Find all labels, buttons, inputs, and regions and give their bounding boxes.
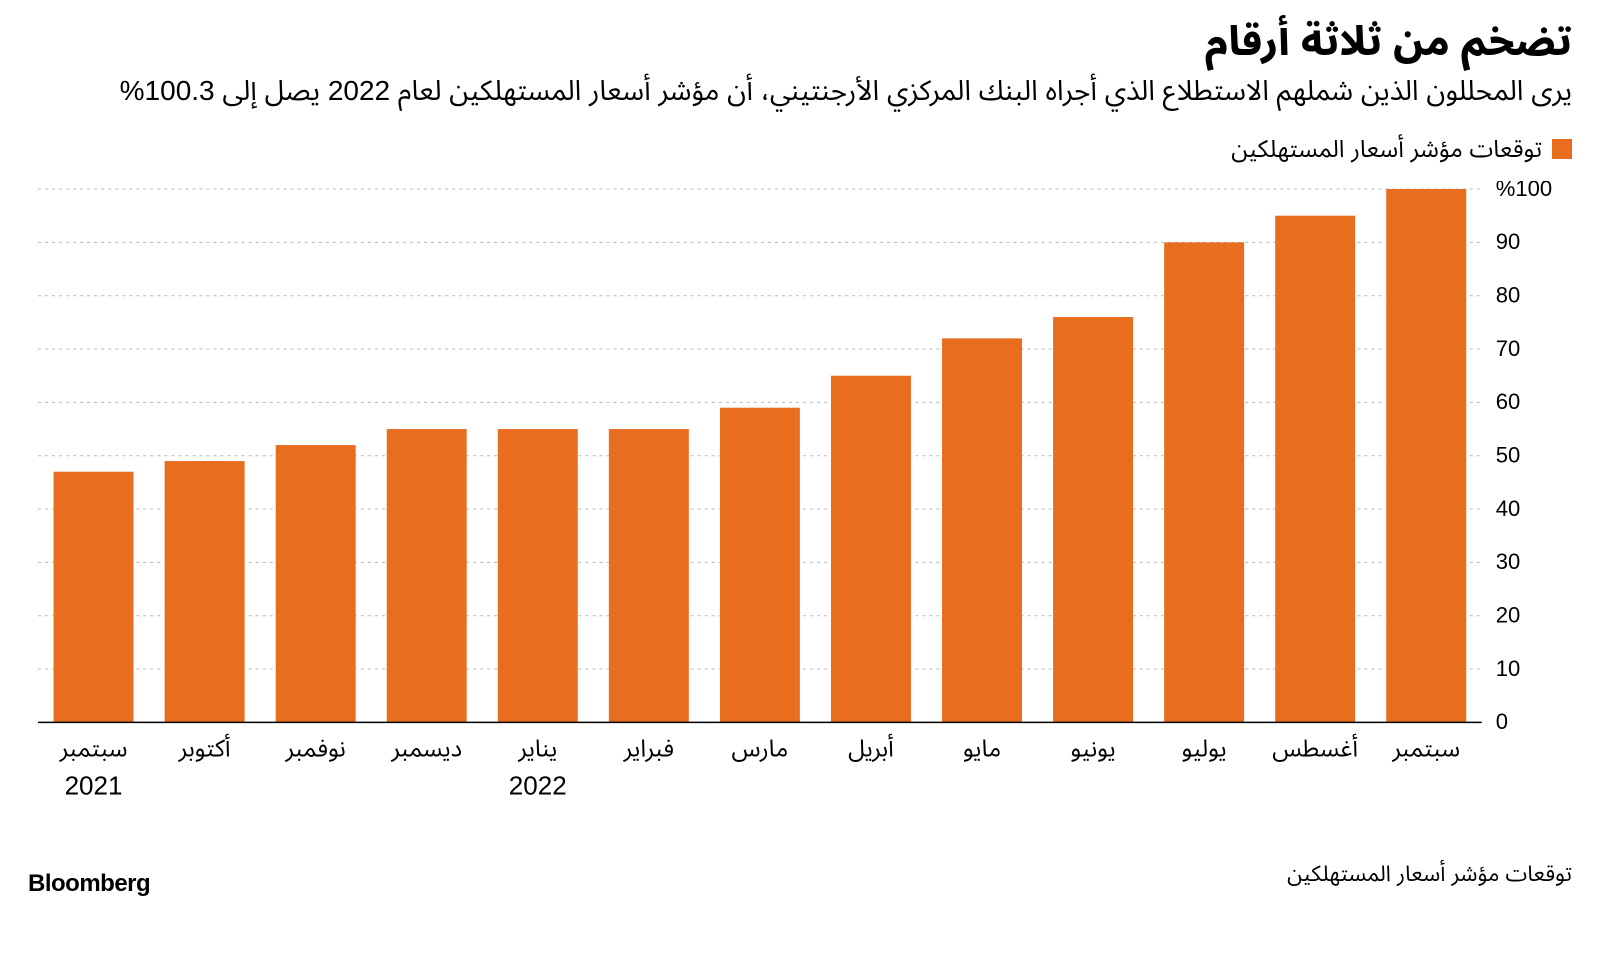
legend-swatch [1552, 139, 1572, 159]
brand-label: Bloomberg [28, 870, 150, 898]
bar [720, 408, 800, 723]
x-month-label: أكتوبر [178, 732, 231, 762]
bar [498, 429, 578, 722]
x-year-label: 2021 [65, 770, 123, 800]
bar [1386, 189, 1466, 722]
chart-subtitle: يرى المحللون الذين شملهم الاستطلاع الذي … [28, 72, 1572, 110]
bar [1164, 242, 1244, 722]
legend: توقعات مؤشر أسعار المستهلكين [28, 124, 1572, 175]
source-label: توقعات مؤشر أسعار المستهلكين [1287, 852, 1572, 898]
chart-title: تضخم من ثلاثة أرقام [28, 18, 1572, 66]
bar [831, 375, 911, 722]
y-unit-label: %100 [1496, 181, 1552, 201]
x-month-label: مارس [731, 735, 788, 762]
x-month-label: أبريل [848, 732, 894, 762]
x-month-label: يونيو [1070, 735, 1115, 762]
x-month-label: مايو [963, 735, 1001, 762]
x-month-label: يوليو [1182, 735, 1227, 762]
bar [1053, 317, 1133, 722]
x-month-label: أغسطس [1272, 732, 1358, 762]
y-tick-label: 90 [1496, 229, 1521, 254]
x-year-label: 2022 [509, 770, 567, 800]
y-tick-label: 30 [1496, 549, 1521, 574]
bar [942, 338, 1022, 722]
x-month-label: سبتمبر [59, 735, 128, 762]
bar [54, 472, 134, 723]
bar-chart: 0 10 20 30 40 50 60 70 80 90 %100 سبتمبر 2021 أكتوبر ن… [28, 181, 1572, 823]
bar [165, 461, 245, 722]
legend-label: توقعات مؤشر أسعار المستهلكين [1231, 124, 1542, 175]
y-tick-label: 60 [1496, 389, 1521, 414]
x-month-label: ديسمبر [390, 735, 462, 762]
bar [387, 429, 467, 722]
y-tick-label: 10 [1496, 656, 1521, 681]
bar [276, 445, 356, 722]
y-tick-label: 0 [1496, 709, 1508, 734]
x-month-label: سبتمبر [1391, 735, 1460, 762]
bar [609, 429, 689, 722]
y-tick-label: 50 [1496, 442, 1521, 467]
y-tick-label: 20 [1496, 602, 1521, 627]
x-month-label: يناير [517, 735, 557, 762]
y-tick-label: 70 [1496, 336, 1521, 361]
x-month-label: نوفمبر [285, 735, 346, 762]
bar [1275, 215, 1355, 722]
x-month-label: فبراير [623, 735, 674, 762]
y-tick-label: 40 [1496, 496, 1521, 521]
y-tick-label: 80 [1496, 282, 1521, 307]
